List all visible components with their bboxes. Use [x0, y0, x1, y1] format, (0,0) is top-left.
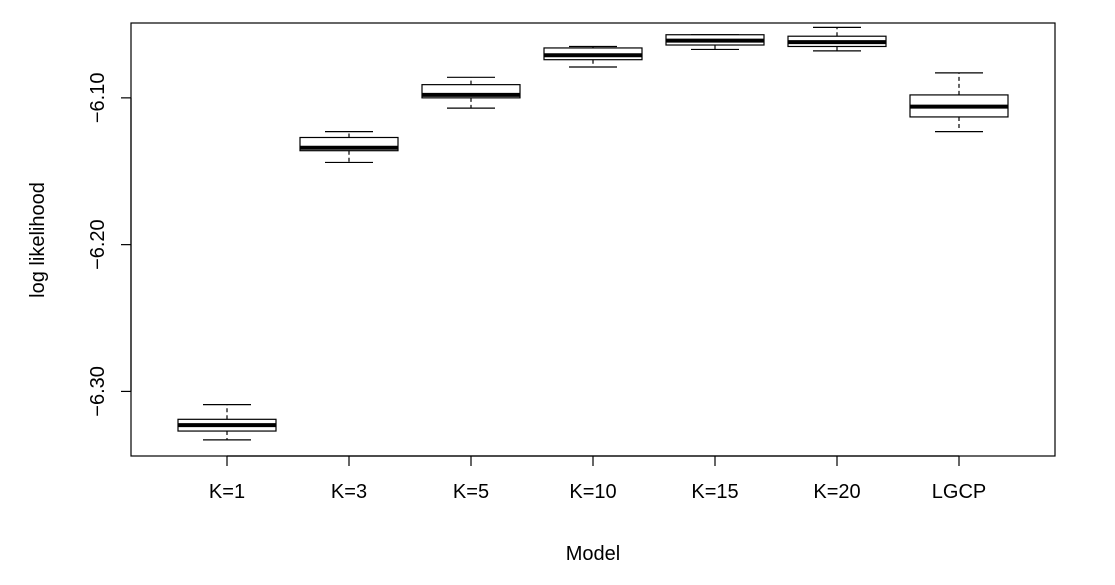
- box-K=20: [787, 26, 887, 52]
- x-axis-title: Model: [566, 543, 620, 565]
- x-tick-label: K=1: [209, 481, 245, 503]
- x-tick-label: K=20: [813, 481, 860, 503]
- y-axis: −6.10 −6.20 −6.30: [87, 73, 132, 417]
- plot-frame: [130, 22, 1056, 457]
- x-axis: K=1 K=3 K=5 K=10 K=15 K=20 LGCP: [209, 455, 986, 503]
- box-K=5: [421, 76, 521, 109]
- y-tick-label: −6.10: [87, 73, 109, 124]
- x-tick-label: K=10: [569, 481, 616, 503]
- box-K=1: [177, 404, 277, 441]
- box-K=10: [543, 45, 643, 68]
- y-tick-label: −6.30: [87, 366, 109, 417]
- box-group: [177, 26, 1009, 441]
- y-tick-label: −6.20: [87, 219, 109, 270]
- y-axis-title: log likelihood: [27, 182, 49, 298]
- box-K=15: [665, 34, 765, 51]
- x-tick-label: K=15: [691, 481, 738, 503]
- x-tick-label: LGCP: [932, 481, 986, 503]
- box-LGCP: [909, 72, 1009, 133]
- box-K=3: [299, 131, 399, 164]
- x-tick-label: K=3: [331, 481, 367, 503]
- x-tick-label: K=5: [453, 481, 489, 503]
